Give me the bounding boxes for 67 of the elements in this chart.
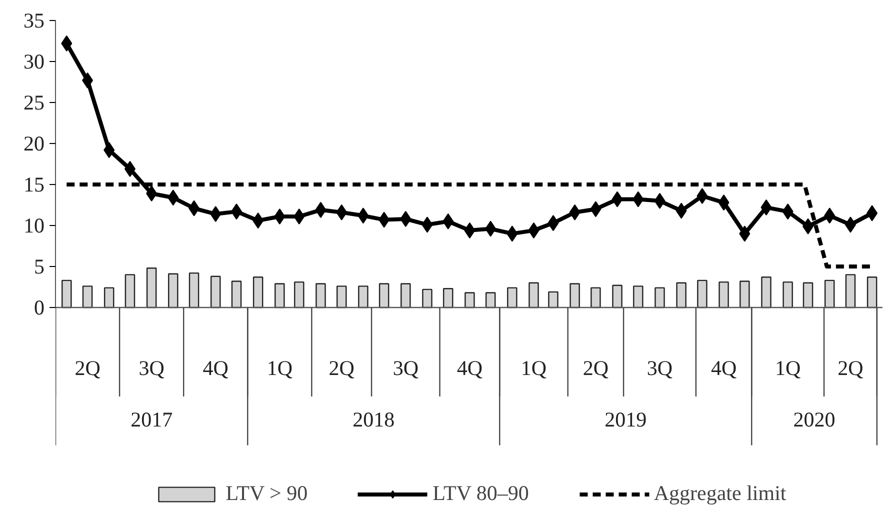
bar (570, 283, 580, 308)
y-tick-label: 10 (24, 214, 44, 238)
bar (676, 282, 686, 308)
bar (82, 286, 93, 308)
bar (740, 280, 750, 308)
x-tick-label: 4Q (710, 356, 737, 380)
x-tick-label: 1Q (774, 356, 801, 380)
bar (654, 287, 665, 308)
x-tick-label: 2Q (582, 356, 609, 380)
bar (612, 284, 622, 308)
bar (400, 283, 411, 308)
bar (336, 286, 347, 308)
bar (358, 286, 368, 308)
x-tick-label: 4Q (202, 356, 228, 380)
bar (422, 288, 432, 308)
x-tick-label: 1Q (520, 356, 547, 380)
bar (485, 292, 496, 308)
bar (168, 273, 178, 308)
bar (802, 282, 814, 308)
x-tick-label: 2Q (328, 356, 354, 380)
bar (124, 274, 136, 308)
x-tick-label: 3Q (138, 356, 164, 380)
x-tick-label: 3Q (646, 356, 673, 380)
y-tick-label: 25 (24, 90, 44, 114)
bar (316, 283, 326, 308)
x-tick-label: 4Q (456, 356, 483, 380)
bar (697, 280, 708, 308)
x-tick-label: 3Q (392, 356, 418, 380)
bar (633, 286, 644, 308)
bar (252, 276, 264, 308)
text: 2019 (604, 407, 647, 432)
y-tick-label: 15 (24, 172, 44, 196)
legend-label: LTV 80–90 (432, 481, 529, 506)
bar (761, 276, 772, 308)
bar (231, 280, 242, 308)
bar (845, 274, 856, 308)
y-tick-label: 30 (24, 50, 44, 74)
bar (548, 291, 558, 308)
bar (146, 268, 157, 308)
bar (62, 280, 72, 308)
y-tick-label: 20 (24, 132, 44, 156)
y-tick-label: 0 (34, 296, 44, 320)
bar (188, 272, 200, 308)
bar (378, 283, 390, 308)
y-tick-label: 5 (34, 254, 44, 278)
bar (464, 292, 475, 308)
bar (507, 287, 518, 308)
bar (782, 281, 793, 308)
text: 2020 (793, 407, 836, 432)
x-tick-label: 1Q (266, 356, 292, 380)
legend-label: LTV > 90 (226, 481, 308, 506)
y-tick-label: 35 (24, 8, 44, 32)
x-tick-label: 2Q (74, 356, 100, 380)
bar (104, 287, 114, 308)
bar (718, 281, 729, 308)
bar (590, 287, 601, 308)
bar (866, 276, 878, 308)
bar (442, 288, 454, 308)
text: 2018 (352, 407, 395, 432)
bar (824, 280, 835, 308)
x-tick-label: 2Q (838, 356, 864, 380)
bar (274, 283, 285, 308)
bar (210, 276, 221, 308)
legend-label: Aggregate limit (654, 481, 786, 506)
text: 2017 (130, 407, 173, 432)
bar (528, 282, 539, 308)
bar (294, 281, 304, 308)
